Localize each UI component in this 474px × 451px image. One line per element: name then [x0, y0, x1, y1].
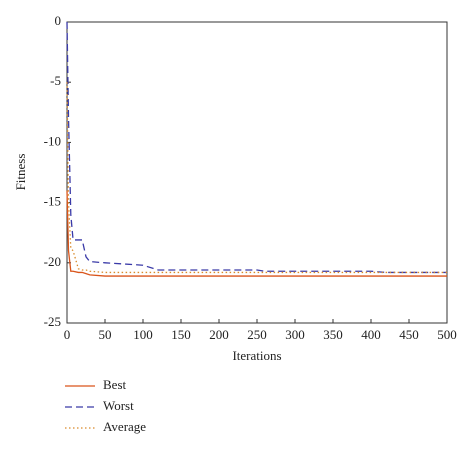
y-tick-label: -15: [44, 194, 61, 209]
x-tick-label: 200: [209, 327, 229, 342]
x-tick-label: 150: [171, 327, 191, 342]
x-tick-label: 350: [323, 327, 343, 342]
legend-label: Best: [103, 377, 127, 392]
x-tick-label: 300: [285, 327, 305, 342]
x-tick-label: 100: [133, 327, 153, 342]
y-axis-label: Fitness: [13, 154, 28, 191]
series-line: [66, 21, 447, 274]
series-line: [66, 82, 447, 274]
series-line: [66, 190, 447, 277]
x-tick-label: 0: [64, 327, 71, 342]
x-tick-label: 450: [399, 327, 419, 342]
legend-label: Average: [103, 419, 146, 434]
y-tick-label: -20: [44, 254, 61, 269]
y-tick-label: -10: [44, 133, 61, 148]
x-tick-label: 500: [437, 327, 457, 342]
y-tick-label: 0: [55, 13, 62, 28]
legend-label: Worst: [103, 398, 134, 413]
plot-frame: [66, 21, 448, 324]
y-tick-label: -25: [44, 314, 61, 329]
x-tick-label: 400: [361, 327, 381, 342]
y-tick-label: -5: [50, 73, 61, 88]
x-tick-label: 250: [247, 327, 267, 342]
x-axis-label: Iterations: [232, 348, 281, 363]
x-tick-label: 50: [99, 327, 112, 342]
